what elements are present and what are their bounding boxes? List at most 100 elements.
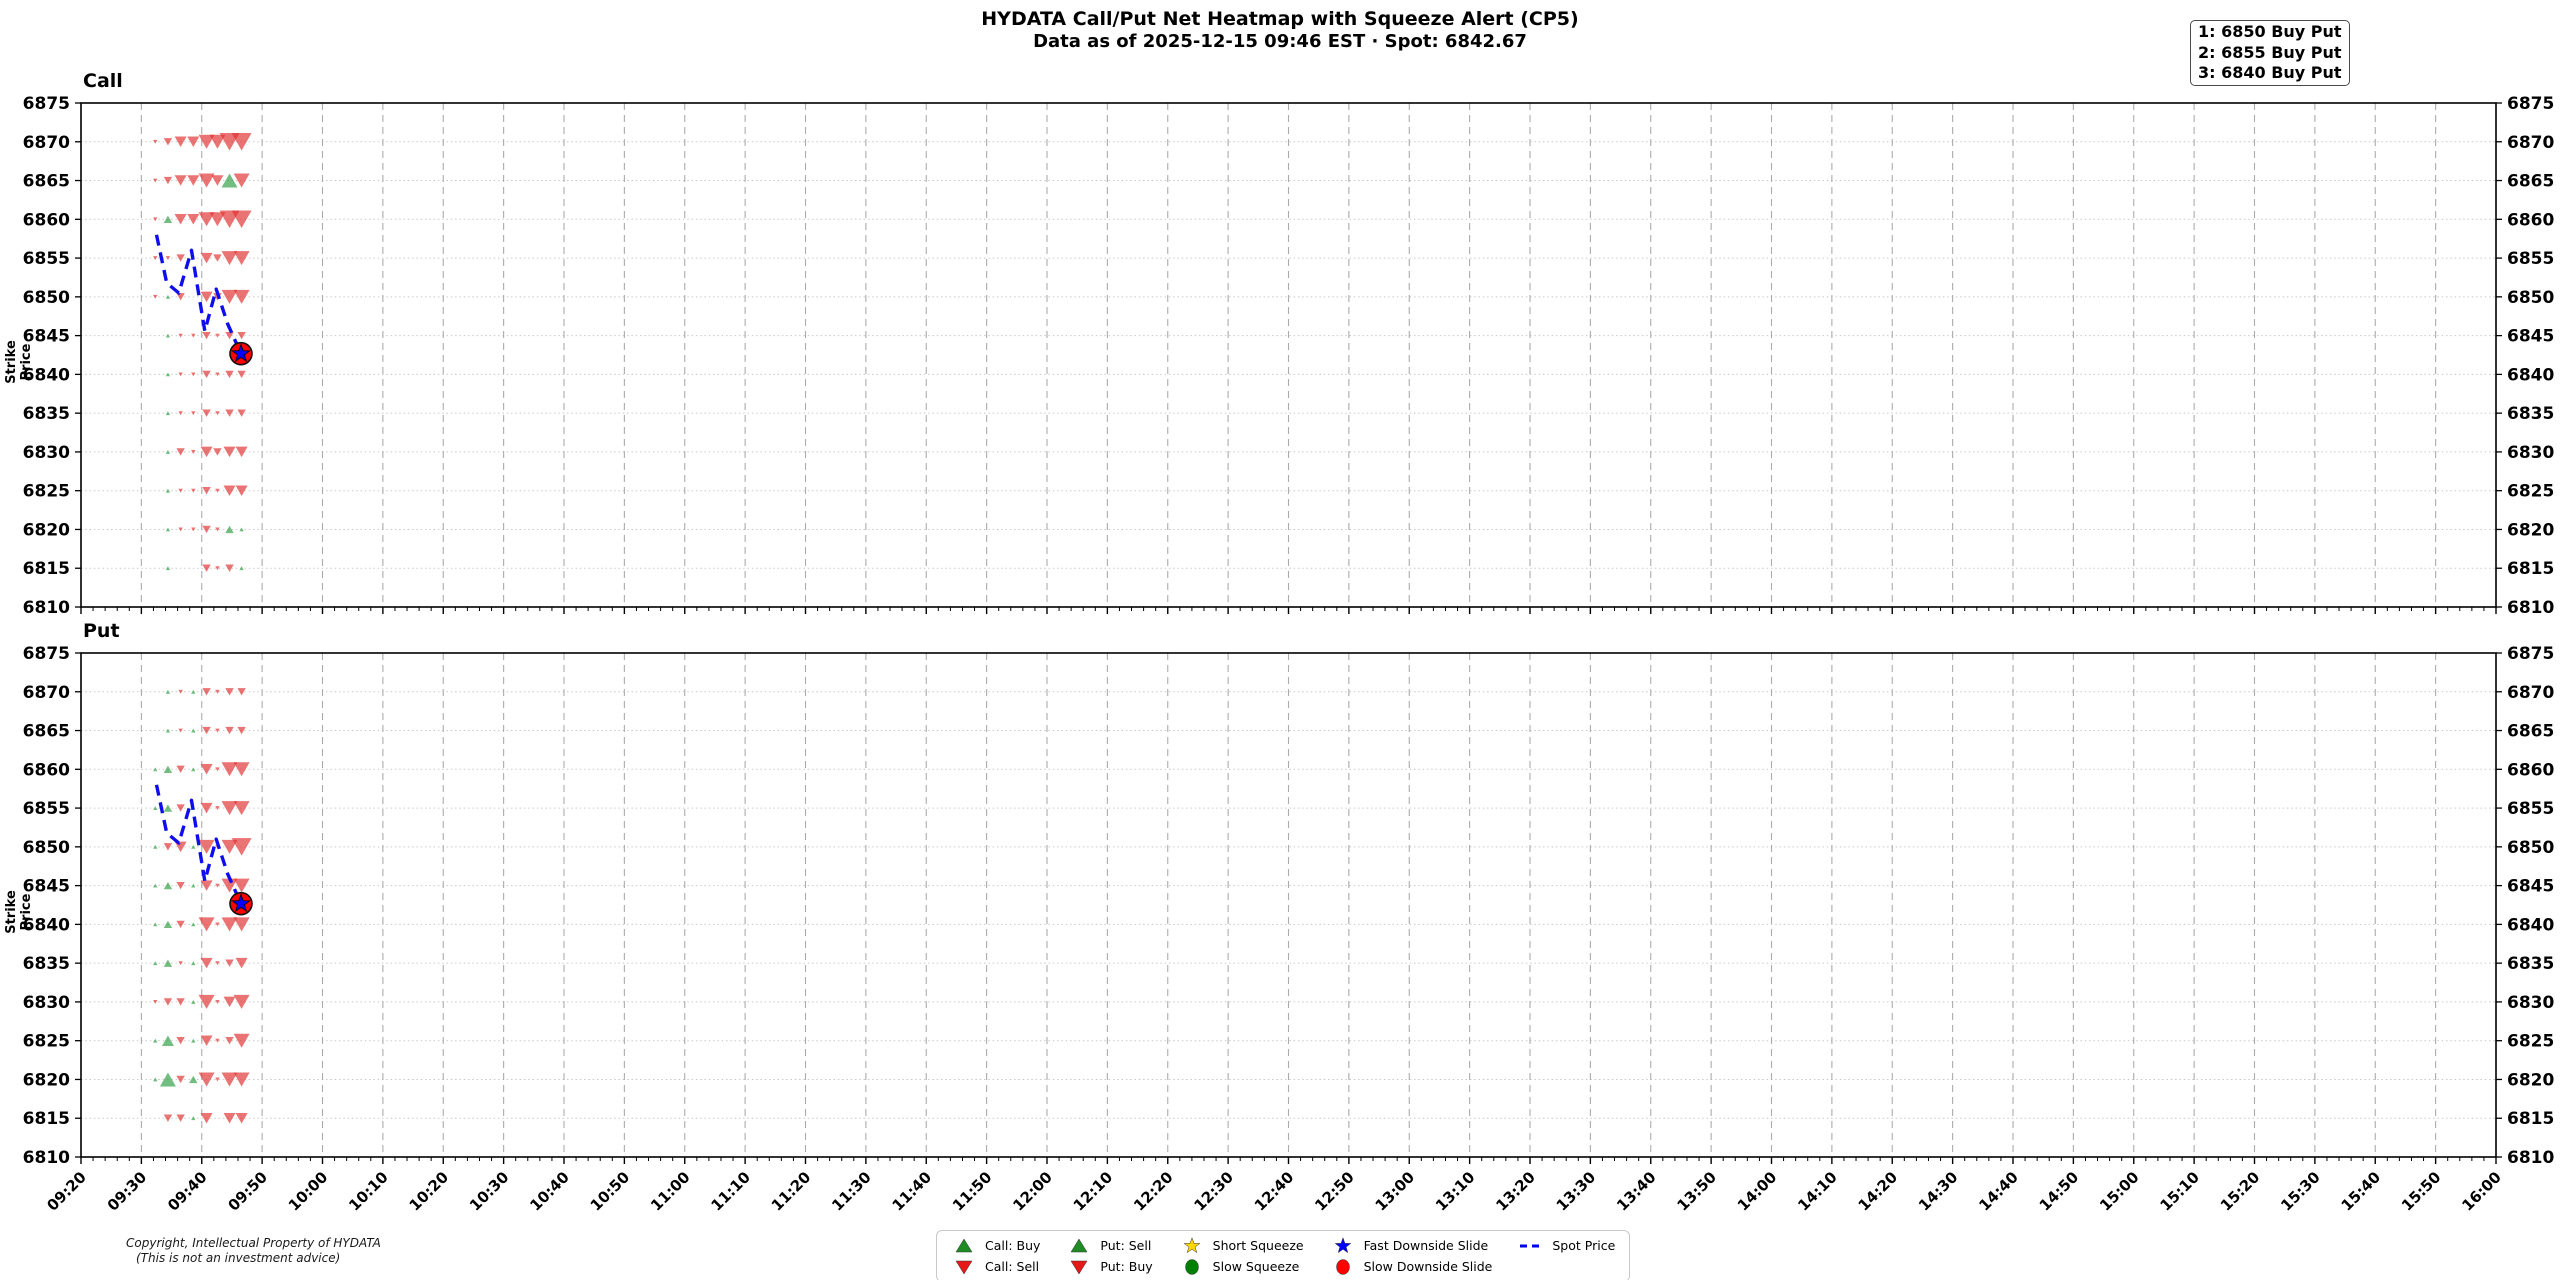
legend-label: Slow Squeeze	[1212, 1259, 1300, 1274]
svg-text:6820: 6820	[23, 520, 70, 540]
call-buy-triangle-up-icon	[951, 1237, 977, 1255]
svg-text:11:30: 11:30	[828, 1168, 874, 1214]
svg-text:6815: 6815	[2507, 559, 2554, 579]
call-y-axis-label: Strike Price	[4, 340, 34, 384]
svg-text:6855: 6855	[23, 249, 70, 269]
svg-text:13:30: 13:30	[1553, 1168, 1599, 1214]
copyright-line: Copyright, Intellectual Property of HYDA…	[126, 1236, 381, 1250]
svg-text:6815: 6815	[23, 1109, 70, 1129]
svg-text:09:30: 09:30	[104, 1168, 150, 1214]
svg-text:13:20: 13:20	[1492, 1168, 1538, 1214]
svg-text:10:30: 10:30	[466, 1168, 512, 1214]
svg-text:6815: 6815	[23, 559, 70, 579]
svg-text:6820: 6820	[2507, 520, 2554, 540]
spot-price-dashed-line-icon	[1518, 1237, 1544, 1255]
svg-text:6825: 6825	[23, 482, 70, 502]
svg-text:16:00: 16:00	[2458, 1168, 2504, 1214]
svg-text:14:00: 14:00	[1734, 1168, 1780, 1214]
svg-text:6840: 6840	[2507, 915, 2554, 935]
fast-downside-slide-star-icon	[1330, 1236, 1356, 1255]
svg-text:6870: 6870	[2507, 133, 2554, 153]
svg-text:09:50: 09:50	[224, 1168, 270, 1214]
put-sell-triangle-up-icon	[1066, 1237, 1092, 1255]
svg-text:6870: 6870	[23, 133, 70, 153]
svg-text:6810: 6810	[2507, 598, 2554, 618]
svg-text:6820: 6820	[23, 1070, 70, 1090]
svg-text:6855: 6855	[2507, 799, 2554, 819]
legend-item-short-squeeze: Short Squeeze	[1179, 1236, 1304, 1255]
legend-label: Spot Price	[1552, 1238, 1616, 1253]
legend-item-put-buy: Put: Buy	[1066, 1258, 1153, 1276]
svg-text:6830: 6830	[2507, 993, 2554, 1013]
svg-text:15:10: 15:10	[2156, 1168, 2202, 1214]
svg-text:14:20: 14:20	[1855, 1168, 1901, 1214]
svg-text:12:00: 12:00	[1009, 1168, 1055, 1214]
svg-text:6815: 6815	[2507, 1109, 2554, 1129]
svg-text:6870: 6870	[2507, 683, 2554, 703]
chart-header: HYDATA Call/Put Net Heatmap with Squeeze…	[0, 8, 2560, 53]
svg-text:6870: 6870	[23, 683, 70, 703]
page-title: HYDATA Call/Put Net Heatmap with Squeeze…	[981, 8, 1579, 30]
svg-text:15:00: 15:00	[2096, 1168, 2142, 1214]
svg-text:09:20: 09:20	[43, 1168, 89, 1214]
annotation-line: 3: 6840 Buy Put	[2198, 63, 2342, 82]
svg-text:6860: 6860	[2507, 210, 2554, 230]
legend-item-call-buy: Call: Buy	[951, 1237, 1040, 1255]
svg-text:12:50: 12:50	[1311, 1168, 1357, 1214]
svg-text:10:40: 10:40	[526, 1168, 572, 1214]
svg-text:6835: 6835	[2507, 954, 2554, 974]
short-squeeze-star-icon	[1179, 1236, 1205, 1255]
svg-text:6855: 6855	[23, 799, 70, 819]
put-buy-triangle-down-icon	[1066, 1258, 1092, 1276]
svg-text:14:10: 14:10	[1794, 1168, 1840, 1214]
svg-text:6825: 6825	[2507, 1032, 2554, 1052]
svg-text:6810: 6810	[2507, 1148, 2554, 1168]
svg-text:6830: 6830	[23, 443, 70, 463]
legend-item-spot-price: Spot Price	[1518, 1237, 1615, 1255]
svg-text:6830: 6830	[2507, 443, 2554, 463]
slow-squeeze-circle-icon	[1179, 1258, 1205, 1276]
legend-label: Slow Downside Slide	[1363, 1259, 1493, 1274]
svg-text:6865: 6865	[23, 722, 70, 742]
svg-text:6850: 6850	[23, 288, 70, 308]
svg-text:6840: 6840	[23, 365, 70, 385]
svg-text:6845: 6845	[2507, 877, 2554, 897]
annotation-line: 2: 6855 Buy Put	[2198, 42, 2342, 62]
legend-label: Put: Sell	[1100, 1238, 1152, 1253]
svg-text:11:50: 11:50	[949, 1168, 995, 1214]
svg-text:13:10: 13:10	[1432, 1168, 1478, 1214]
svg-text:14:40: 14:40	[1975, 1168, 2021, 1214]
call-panel-title: Call	[83, 70, 123, 92]
svg-text:6860: 6860	[23, 210, 70, 230]
svg-text:6810: 6810	[23, 598, 70, 618]
svg-text:12:40: 12:40	[1251, 1168, 1297, 1214]
put-panel-title: Put	[83, 620, 120, 642]
svg-text:6850: 6850	[23, 838, 70, 858]
copyright-notice: Copyright, Intellectual Property of HYDA…	[126, 1236, 381, 1265]
svg-text:11:00: 11:00	[647, 1168, 693, 1214]
svg-text:6845: 6845	[23, 877, 70, 897]
annotation-line: 1: 6850 Buy Put	[2198, 22, 2342, 41]
svg-text:6840: 6840	[23, 915, 70, 935]
svg-text:15:20: 15:20	[2217, 1168, 2263, 1214]
legend-label: Put: Buy	[1100, 1259, 1153, 1274]
svg-text:6835: 6835	[23, 954, 70, 974]
svg-text:6835: 6835	[23, 404, 70, 424]
svg-text:6835: 6835	[2507, 404, 2554, 424]
svg-text:6830: 6830	[23, 993, 70, 1013]
alert-annotation-box: 1: 6850 Buy Put 2: 6855 Buy Put 3: 6840 …	[2190, 20, 2350, 86]
svg-text:6845: 6845	[23, 327, 70, 347]
svg-text:6820: 6820	[2507, 1070, 2554, 1090]
svg-text:6810: 6810	[23, 1148, 70, 1168]
svg-text:11:40: 11:40	[889, 1168, 935, 1214]
svg-text:6875: 6875	[2507, 644, 2554, 664]
svg-text:13:00: 13:00	[1372, 1168, 1418, 1214]
svg-text:6875: 6875	[23, 644, 70, 664]
legend-label: Short Squeeze	[1212, 1238, 1304, 1253]
svg-text:09:40: 09:40	[164, 1168, 210, 1214]
legend-item-call-sell: Call: Sell	[951, 1258, 1040, 1276]
legend-item-put-sell: Put: Sell	[1066, 1237, 1152, 1255]
svg-text:6860: 6860	[23, 760, 70, 780]
